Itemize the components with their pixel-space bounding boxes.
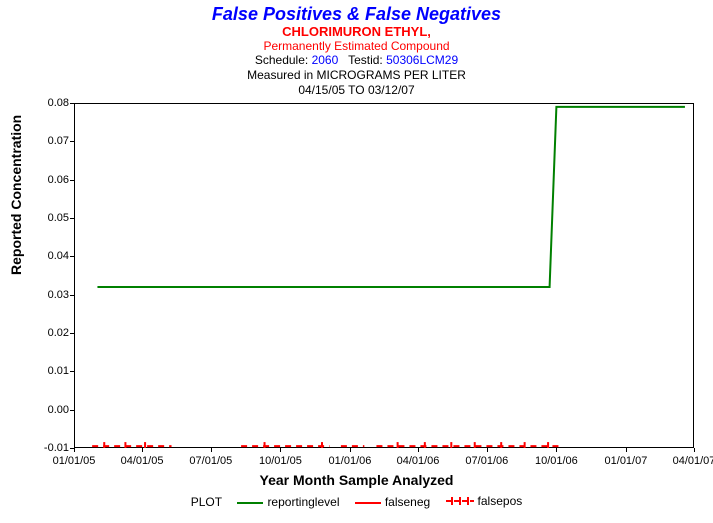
y-tick-label: 0.00 <box>48 404 69 416</box>
daterange-line: 04/15/05 TO 03/12/07 <box>0 83 713 98</box>
legend-text-falseneg: falseneg <box>385 495 430 509</box>
y-tick-label: 0.05 <box>48 212 69 224</box>
y-tick-mark <box>70 371 74 372</box>
schedule-line: Schedule: 2060 Testid: 50306LCM29 <box>0 53 713 68</box>
x-tick-label: 04/01/06 <box>397 455 440 467</box>
x-tick-label: 10/01/06 <box>535 455 578 467</box>
x-tick-label: 01/01/05 <box>53 455 96 467</box>
legend-item-falsepos: falsepos <box>446 494 523 509</box>
schedule-label: Schedule: <box>255 53 308 67</box>
chart-title: False Positives & False Negatives <box>0 4 713 24</box>
schedule-value: 2060 <box>312 53 339 67</box>
x-tick-label: 07/01/06 <box>465 455 508 467</box>
y-tick-label: 0.08 <box>48 97 69 109</box>
testid-label: Testid: <box>348 53 383 67</box>
chart-svg <box>74 103 694 448</box>
legend-item-falseneg: falseneg <box>355 495 430 509</box>
x-tick-mark <box>350 448 351 452</box>
legend-swatch-falsepos <box>446 495 474 509</box>
legend-text-reportinglevel: reportinglevel <box>267 495 339 509</box>
y-tick-mark <box>70 218 74 219</box>
x-tick-label: 04/01/07 <box>673 455 713 467</box>
y-tick-label: 0.03 <box>48 289 69 301</box>
x-tick-label: 04/01/05 <box>121 455 164 467</box>
y-tick-mark <box>70 256 74 257</box>
compound-name: CHLORIMURON ETHYL, <box>0 24 713 39</box>
x-tick-label: 01/01/07 <box>605 455 648 467</box>
y-tick-label: 0.01 <box>48 365 69 377</box>
measured-line: Measured in MICROGRAMS PER LITER <box>0 68 713 83</box>
x-tick-mark <box>694 448 695 452</box>
x-tick-mark <box>211 448 212 452</box>
series-reportinglevel <box>97 107 684 287</box>
x-tick-mark <box>418 448 419 452</box>
legend-item-reportinglevel: reportinglevel <box>237 495 339 509</box>
y-tick-mark <box>70 333 74 334</box>
legend-text-falsepos: falsepos <box>478 494 523 508</box>
y-tick-mark <box>70 180 74 181</box>
y-tick-mark <box>70 103 74 104</box>
y-tick-label: 0.04 <box>48 250 69 262</box>
y-tick-mark <box>70 410 74 411</box>
x-tick-mark <box>74 448 75 452</box>
x-axis-label: Year Month Sample Analyzed <box>0 472 713 488</box>
x-tick-mark <box>556 448 557 452</box>
x-tick-mark <box>142 448 143 452</box>
legend-swatch-reportinglevel <box>237 502 263 504</box>
y-tick-label: 0.06 <box>48 174 69 186</box>
legend-plot-label: PLOT <box>191 495 222 509</box>
x-tick-label: 07/01/05 <box>189 455 232 467</box>
y-tick-mark <box>70 295 74 296</box>
y-tick-label: 0.02 <box>48 327 69 339</box>
y-tick-mark <box>70 141 74 142</box>
y-tick-label: 0.07 <box>48 135 69 147</box>
x-tick-mark <box>280 448 281 452</box>
x-tick-label: 01/01/06 <box>329 455 372 467</box>
y-tick-label: -0.01 <box>44 442 69 454</box>
y-axis-label: Reported Concentration <box>8 115 24 275</box>
chart-header: False Positives & False Negatives CHLORI… <box>0 4 713 98</box>
legend: PLOT reportinglevel falseneg falsepos <box>0 494 713 509</box>
permanent-label: Permanently Estimated Compound <box>0 39 713 53</box>
legend-swatch-falseneg <box>355 502 381 504</box>
testid-value: 50306LCM29 <box>386 53 458 67</box>
x-tick-label: 10/01/05 <box>259 455 302 467</box>
x-tick-mark <box>487 448 488 452</box>
x-tick-mark <box>626 448 627 452</box>
